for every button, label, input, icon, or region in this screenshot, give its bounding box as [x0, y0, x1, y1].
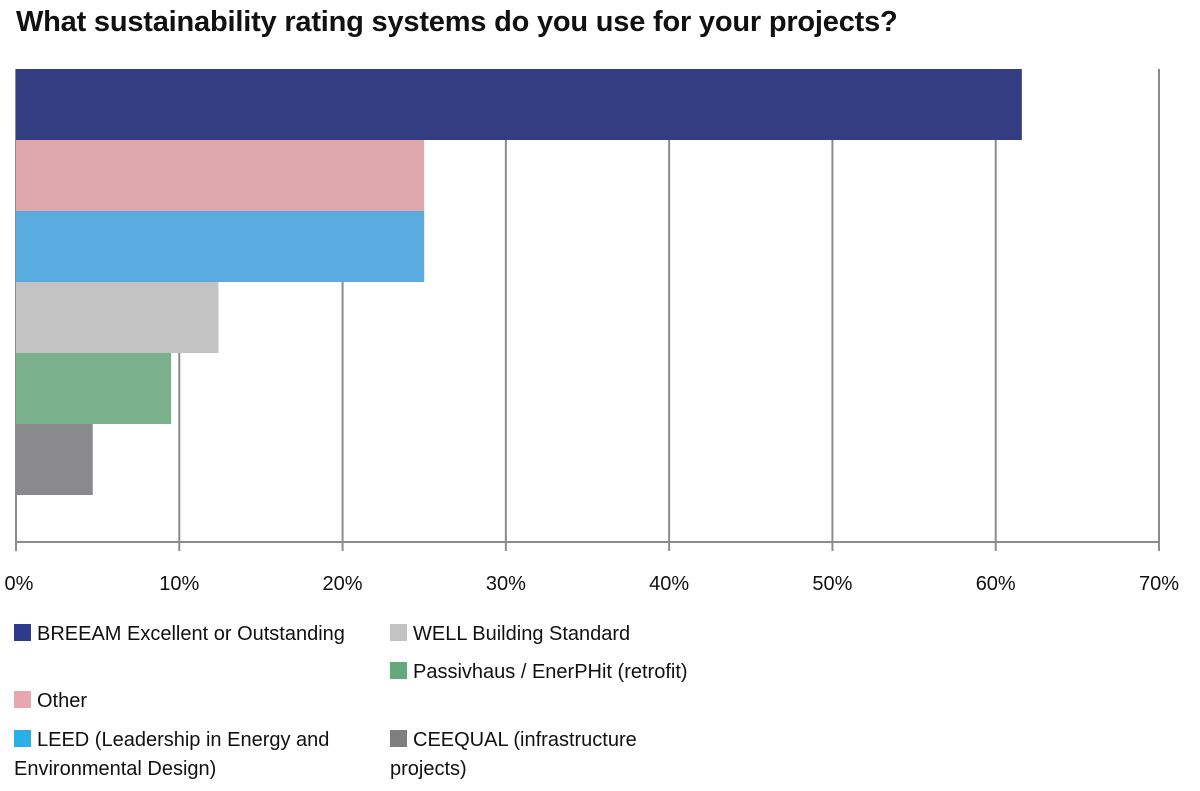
legend-swatch [390, 662, 407, 679]
legend-swatch [390, 730, 407, 747]
legend-item-breeam: BREEAM Excellent or Outstanding [14, 620, 354, 649]
x-tick-label: 0% [5, 573, 34, 595]
legend-item-ceequal: CEEQUAL (infrastructure projects) [390, 726, 700, 784]
x-tick-label: 50% [812, 573, 852, 595]
bars [16, 69, 1022, 495]
bar [16, 353, 172, 424]
legend-label: Other [37, 690, 88, 712]
chart-title: What sustainability rating systems do yo… [16, 6, 898, 38]
x-tick-label: 20% [323, 573, 363, 595]
x-tick-labels: 0% 10% 20% 30% 40% 50% 60% 70% [5, 573, 1180, 595]
x-tick-label: 30% [486, 573, 526, 595]
bar [16, 424, 93, 495]
legend-item-passivhaus: Passivhaus / EnerPHit (retrofit) [390, 658, 690, 687]
bar [16, 140, 425, 211]
legend-label: WELL Building Standard [413, 623, 631, 645]
bar-chart: 0% 10% 20% 30% 40% 50% 60% 70% [5, 69, 1180, 595]
legend-swatch [14, 691, 31, 708]
x-tick-label: 60% [976, 573, 1016, 595]
x-tick-label: 40% [649, 573, 689, 595]
legend-item-leed: LEED (Leadership in Energy and Environme… [14, 726, 359, 784]
x-tick-label: 70% [1139, 573, 1179, 595]
bar [16, 211, 425, 282]
legend-label: Passivhaus / EnerPHit (retrofit) [413, 661, 688, 683]
legend-swatch [14, 730, 31, 747]
legend-label: CEEQUAL (infrastructure projects) [390, 729, 637, 780]
x-tick-label: 10% [159, 573, 199, 595]
legend-item-other: Other [14, 687, 354, 716]
legend-label: BREEAM Excellent or Outstanding [37, 623, 345, 645]
bar [16, 69, 1022, 140]
legend-swatch [390, 624, 407, 641]
legend-swatch [14, 624, 31, 641]
legend-label: LEED (Leadership in Energy and Environme… [14, 729, 330, 780]
bar [16, 282, 219, 353]
legend-item-well: WELL Building Standard [390, 620, 730, 649]
